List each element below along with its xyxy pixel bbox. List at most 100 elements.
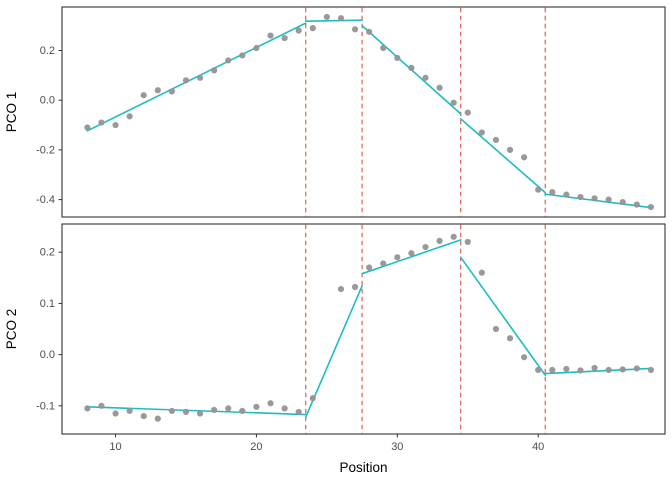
data-point	[309, 25, 316, 32]
panel-border	[61, 223, 666, 435]
data-point	[408, 250, 415, 257]
data-point	[380, 44, 387, 52]
fit-segment	[544, 367, 652, 375]
data-point	[506, 335, 514, 342]
data-point	[253, 44, 260, 52]
data-point	[112, 121, 119, 129]
data-point	[196, 74, 204, 81]
fit-segment	[304, 285, 363, 418]
data-point	[211, 406, 218, 414]
data-point	[211, 67, 218, 74]
data-point	[394, 54, 401, 62]
data-point	[478, 129, 485, 136]
data-point	[366, 28, 373, 35]
data-point	[464, 238, 471, 246]
y-axis-title: PCO 2	[4, 309, 19, 350]
data-point	[267, 32, 274, 39]
data-point	[408, 64, 415, 71]
data-point	[182, 77, 190, 84]
data-point	[267, 400, 274, 407]
data-point	[478, 269, 485, 276]
data-point	[591, 195, 598, 202]
data-point	[295, 27, 302, 34]
panel-background	[62, 224, 665, 434]
data-point	[591, 364, 598, 372]
data-point	[140, 412, 147, 420]
fit-segment	[544, 193, 652, 209]
data-point	[140, 92, 147, 99]
data-point	[98, 402, 105, 409]
data-point	[633, 365, 640, 372]
data-point	[619, 366, 626, 373]
panel-border	[61, 6, 666, 218]
data-point	[154, 415, 161, 422]
data-point	[394, 254, 401, 261]
data-point	[281, 405, 288, 412]
data-point	[506, 146, 514, 153]
data-point	[380, 260, 387, 267]
data-point	[492, 325, 500, 333]
data-point	[351, 26, 359, 33]
data-point	[154, 87, 161, 94]
data-point	[450, 99, 457, 106]
fit-segment	[459, 256, 547, 376]
data-point	[126, 113, 133, 120]
data-point	[351, 283, 359, 291]
data-point	[521, 354, 528, 361]
data-point	[196, 410, 204, 417]
y-axis-title: PCO 1	[4, 92, 19, 133]
x-tick-label: 10	[109, 441, 121, 453]
x-tick-label: 20	[250, 441, 262, 453]
data-point	[126, 407, 133, 415]
data-point	[309, 395, 316, 402]
data-point	[182, 408, 190, 416]
data-point	[492, 136, 500, 144]
x-tick-label: 30	[391, 441, 403, 453]
data-point	[647, 366, 655, 374]
data-point	[577, 367, 584, 374]
y-tick-label: 0.2	[40, 247, 55, 259]
data-point	[422, 243, 429, 251]
y-tick-label: 0.2	[40, 45, 55, 57]
fit-segment	[86, 22, 307, 132]
data-point	[647, 203, 655, 211]
data-point	[436, 84, 443, 91]
fit-segment	[86, 406, 307, 416]
data-point	[112, 410, 119, 417]
data-point	[605, 196, 612, 203]
data-point	[98, 119, 105, 126]
x-axis-title: Position	[339, 460, 387, 475]
data-point	[549, 189, 556, 196]
data-point	[464, 109, 471, 116]
data-point	[225, 405, 232, 412]
data-point	[549, 366, 556, 374]
data-point	[366, 264, 373, 271]
fit-segment	[361, 239, 462, 275]
y-tick-label: 0.1	[40, 298, 55, 310]
y-tick-label: -0.1	[36, 400, 55, 412]
data-point	[577, 194, 584, 201]
data-point	[563, 365, 570, 373]
data-point	[521, 154, 528, 161]
panel-background	[62, 7, 665, 217]
data-point	[253, 403, 260, 410]
data-point	[84, 405, 91, 412]
fit-segment	[304, 19, 363, 22]
data-point	[619, 198, 626, 206]
y-tick-label: 0.0	[40, 349, 55, 361]
data-point	[337, 15, 345, 22]
panel-pco-2: -0.1 0.0 0.1 0.2 PCO 2	[4, 223, 666, 435]
data-point	[450, 233, 457, 240]
data-point	[295, 408, 302, 416]
data-point	[422, 74, 429, 81]
data-point	[281, 34, 288, 42]
data-point	[84, 124, 91, 131]
data-point	[535, 366, 542, 374]
data-point	[239, 52, 246, 59]
x-tick-label: 40	[532, 441, 544, 453]
data-point	[168, 407, 175, 415]
data-point	[168, 88, 175, 95]
data-point	[563, 191, 570, 198]
y-tick-label: -0.4	[36, 194, 55, 206]
